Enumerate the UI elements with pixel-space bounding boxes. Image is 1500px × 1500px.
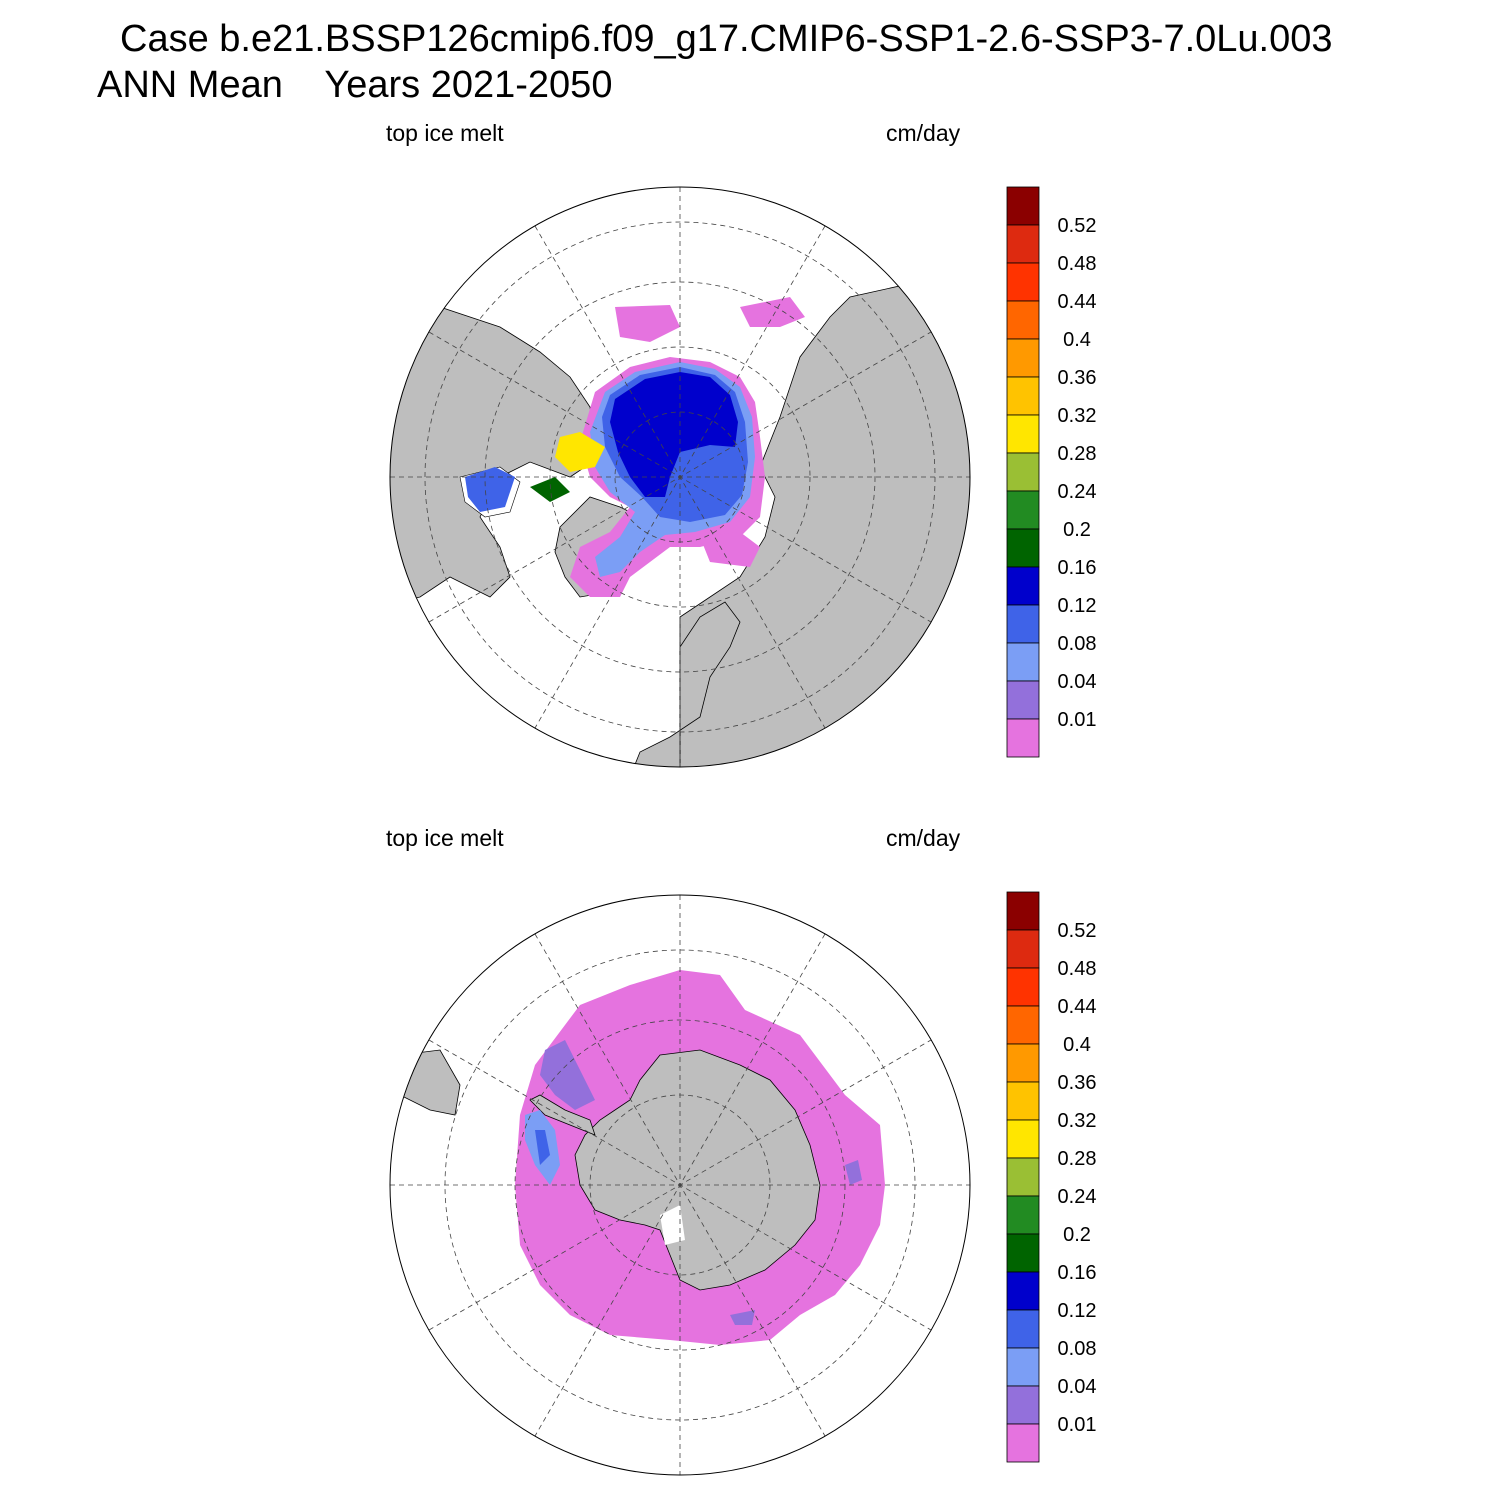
colorbar-swatch — [1006, 718, 1040, 758]
colorbar-tick-label: 0.4 — [1063, 329, 1091, 351]
colorbar-tick-label: 0.24 — [1058, 481, 1097, 503]
baffin-melt — [465, 467, 515, 512]
colorbar-tick-label: 0.36 — [1058, 1072, 1097, 1094]
north-polar-map — [389, 186, 971, 768]
europe-land — [629, 601, 741, 767]
antarctica-land — [574, 1049, 821, 1291]
colorbar-tick-label: 0.08 — [1058, 1338, 1097, 1360]
colorbar-swatch — [1006, 262, 1040, 302]
colorbar-swatch — [1006, 376, 1040, 416]
colorbar-tick-label: 0.48 — [1058, 958, 1097, 980]
figure-title-line1: Case b.e21.BSSP126cmip6.f09_g17.CMIP6-SS… — [120, 18, 1333, 60]
colorbar-tick-label: 0.48 — [1058, 253, 1097, 275]
colorbar-labels: 0.01 0.04 0.08 0.12 0.16 0.2 0.24 0.28 0.32 0.36 0… — [1058, 920, 1097, 1436]
colorbar-swatch — [1006, 1081, 1040, 1121]
panel2-units-label: cm/day — [886, 825, 961, 851]
colorbar-tick-label: 0.04 — [1058, 1376, 1097, 1398]
colorbar-swatch — [1006, 1309, 1040, 1349]
east-antarctic-melt-004 — [845, 1160, 862, 1185]
colorbar-swatch — [1006, 1043, 1040, 1083]
colorbar-swatch — [1006, 1005, 1040, 1045]
colorbar-swatch — [1006, 1119, 1040, 1159]
colorbar-tick-label: 0.24 — [1058, 1186, 1097, 1208]
arctic-melt-012 — [610, 372, 738, 497]
bering-pink — [615, 305, 680, 342]
colorbar-tick-label: 0.44 — [1058, 291, 1097, 313]
colorbar-swatch — [1006, 642, 1040, 682]
colorbar-swatch — [1006, 186, 1040, 226]
canadian-archipelago-melt — [555, 432, 605, 472]
colorbar-swatches — [1006, 186, 1040, 758]
colorbar-swatch — [1006, 1385, 1040, 1425]
colorbar-swatch — [1006, 1157, 1040, 1197]
south-colorbar: 0.01 0.04 0.08 0.12 0.16 0.2 0.24 0.28 0.32 0.36 0… — [1006, 891, 1097, 1463]
colorbar-swatch — [1006, 1233, 1040, 1273]
colorbar-tick-label: 0.52 — [1058, 215, 1097, 237]
colorbar-swatch — [1006, 680, 1040, 720]
panel2-variable-label: top ice melt — [386, 825, 504, 851]
colorbar-swatches — [1006, 891, 1040, 1463]
canadian-archipelago-green — [530, 477, 570, 502]
colorbar-tick-label: 0.08 — [1058, 633, 1097, 655]
colorbar-swatch — [1006, 1423, 1040, 1463]
colorbar-swatch — [1006, 414, 1040, 454]
antarctic-peninsula — [529, 1094, 596, 1136]
colorbar-swatch — [1006, 528, 1040, 568]
colorbar-tick-label: 0.32 — [1058, 1110, 1097, 1132]
colorbar-swatch — [1006, 566, 1040, 606]
colorbar-tick-label: 0.4 — [1063, 1034, 1091, 1056]
south-polar-map — [389, 894, 971, 1476]
colorbar-swatch — [1006, 300, 1040, 340]
colorbar-tick-label: 0.28 — [1058, 443, 1097, 465]
colorbar-tick-label: 0.36 — [1058, 367, 1097, 389]
okhotsk-pink — [740, 297, 805, 327]
colorbar-swatch — [1006, 929, 1040, 969]
colorbar-tick-label: 0.12 — [1058, 595, 1097, 617]
ross-sea-melt-004 — [730, 1310, 755, 1325]
figure-title-line2: ANN Mean Years 2021-2050 — [97, 64, 613, 106]
colorbar-tick-label: 0.01 — [1058, 1414, 1097, 1436]
colorbar-swatch — [1006, 490, 1040, 530]
colorbar-swatch — [1006, 338, 1040, 378]
colorbar-tick-label: 0.44 — [1058, 996, 1097, 1018]
colorbar-swatch — [1006, 224, 1040, 264]
colorbar-tick-label: 0.2 — [1063, 1224, 1091, 1246]
colorbar-tick-label: 0.32 — [1058, 405, 1097, 427]
north-america-land — [390, 256, 596, 608]
north-colorbar: 0.01 0.04 0.08 0.12 0.16 0.2 0.24 0.28 0.32 0.36 0… — [1006, 186, 1097, 758]
colorbar-tick-label: 0.01 — [1058, 709, 1097, 731]
panel1-variable-label: top ice melt — [386, 120, 504, 146]
colorbar-swatch — [1006, 452, 1040, 492]
colorbar-tick-label: 0.2 — [1063, 519, 1091, 541]
colorbar-swatch — [1006, 604, 1040, 644]
colorbar-tick-label: 0.16 — [1058, 1262, 1097, 1284]
colorbar-swatch — [1006, 1347, 1040, 1387]
ross-ice-shelf — [660, 1205, 685, 1245]
colorbar-swatch — [1006, 1271, 1040, 1311]
peninsula-melt-012 — [535, 1130, 550, 1165]
colorbar-swatch — [1006, 1195, 1040, 1235]
colorbar-tick-label: 0.12 — [1058, 1300, 1097, 1322]
colorbar-tick-label: 0.04 — [1058, 671, 1097, 693]
colorbar-swatch — [1006, 891, 1040, 931]
weddell-melt-004 — [540, 1040, 595, 1110]
barents-pink — [700, 532, 760, 567]
panel1-units-label: cm/day — [886, 120, 961, 146]
colorbar-swatch — [1006, 967, 1040, 1007]
colorbar-tick-label: 0.16 — [1058, 557, 1097, 579]
colorbar-labels: 0.01 0.04 0.08 0.12 0.16 0.2 0.24 0.28 0.32 0.36 0… — [1058, 215, 1097, 731]
colorbar-tick-label: 0.52 — [1058, 920, 1097, 942]
colorbar-tick-label: 0.28 — [1058, 1148, 1097, 1170]
